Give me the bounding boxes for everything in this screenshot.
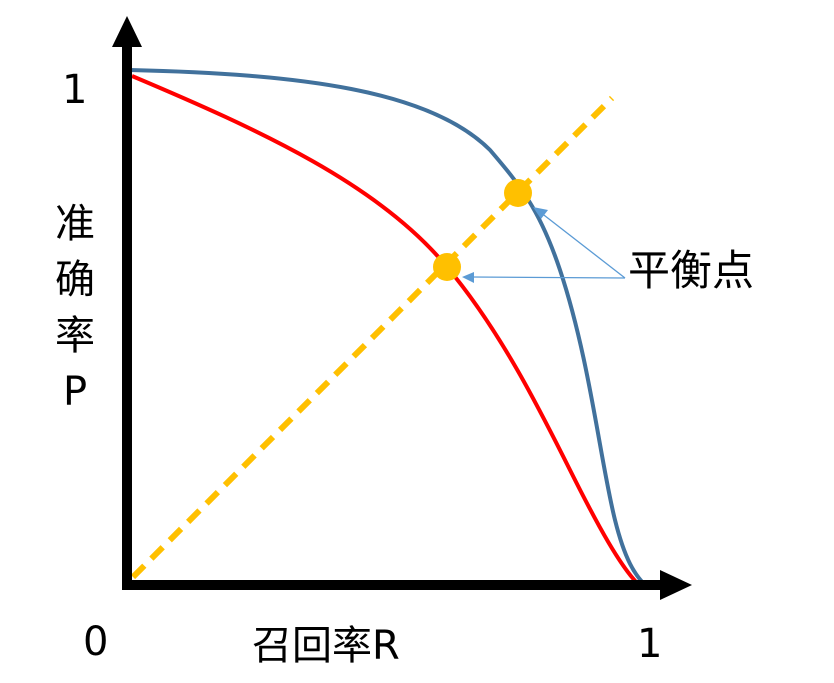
x-tick-0: 0	[83, 619, 109, 665]
y-axis-label-char: 准	[55, 201, 95, 247]
x-axis-arrow-icon	[660, 570, 692, 600]
y-axis-line	[122, 44, 132, 590]
balance-diagonal-line	[130, 95, 615, 580]
balance-point-inner	[433, 253, 461, 281]
y-axis-label-char: P	[62, 369, 88, 415]
y-axis-arrow-icon	[112, 16, 142, 47]
y-axis-label-char: 确	[55, 257, 95, 303]
pr-curve-outer	[129, 68, 647, 587]
pr-curve-inner	[131, 74, 639, 585]
y-axis-label-char: 率	[55, 313, 95, 359]
balance-point-outer	[504, 179, 532, 207]
annotation-arrow-outer	[539, 211, 626, 279]
x-axis-label: 召回率R	[252, 623, 400, 669]
y-tick-1: 1	[62, 67, 88, 113]
arrowhead-inner-icon	[462, 272, 474, 283]
balance-point-label: 平衡点	[628, 246, 755, 295]
annotation-arrow-inner	[471, 276, 626, 279]
x-tick-1: 1	[637, 621, 663, 667]
x-axis-line	[122, 580, 662, 590]
y-axis-label: 准 确 率 P	[50, 196, 100, 420]
arrowhead-outer-icon	[533, 207, 548, 219]
